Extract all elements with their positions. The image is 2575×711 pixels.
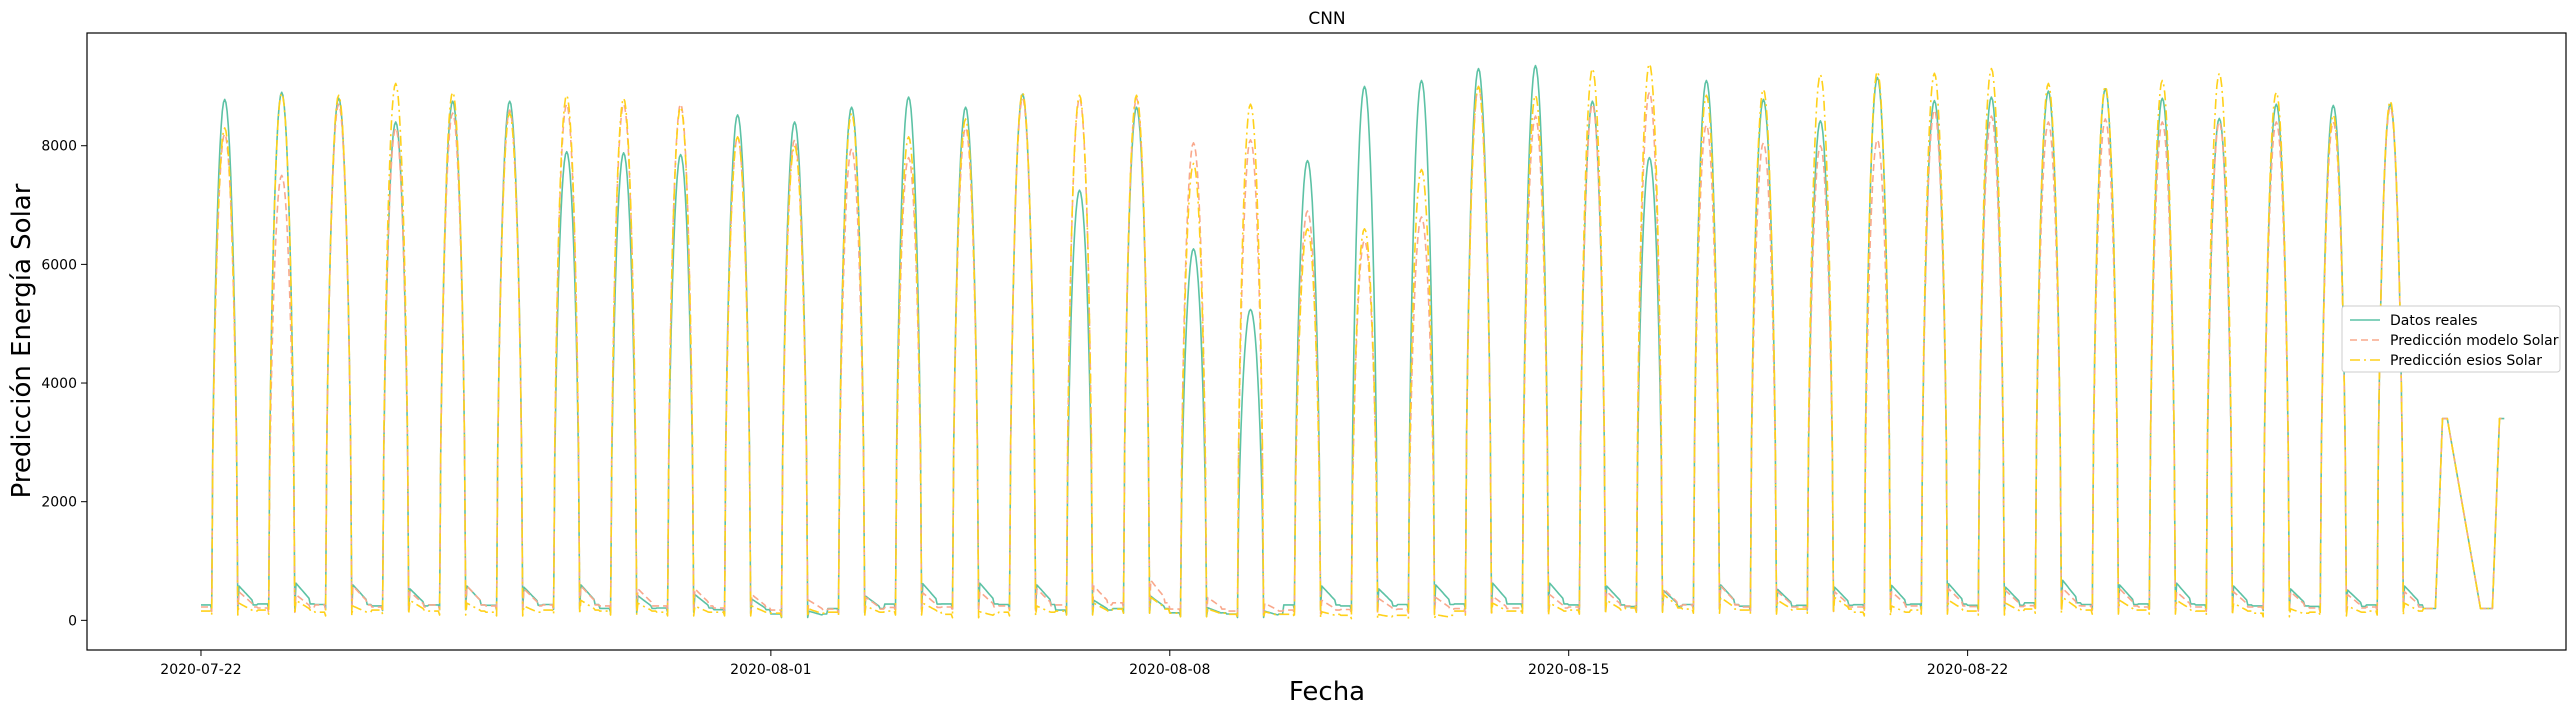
y-tick-label-5: 8000	[41, 139, 77, 155]
x-tick-label-5: 2020-08-22	[1927, 662, 2008, 678]
legend-label-3: Predicción esios Solar	[2390, 353, 2542, 369]
legend-label-1: Datos reales	[2390, 313, 2478, 329]
y-axis-label: Predicción Energía Solar	[7, 183, 37, 498]
y-tick-label-2: 2000	[41, 495, 77, 511]
x-tick-label-1: 2020-07-22	[160, 662, 241, 678]
y-tick-label-3: 4000	[41, 376, 77, 392]
plot-frame	[86, 32, 2567, 651]
legend-box	[2341, 305, 2561, 373]
legend-label-2: Predicción modelo Solar	[2390, 333, 2559, 349]
y-axis: 0 2000 4000 6000 8000	[41, 139, 87, 629]
x-axis-label: Fecha	[1289, 677, 1365, 707]
x-axis: 2020-07-22 2020-08-01 2020-08-08 2020-08-15…	[160, 650, 2008, 678]
x-tick-label-4: 2020-08-15	[1528, 662, 1609, 678]
y-tick-label-1: 0	[68, 613, 77, 629]
chart-title: CNN	[1308, 9, 1345, 29]
x-tick-label-3: 2020-08-08	[1129, 662, 1210, 678]
series-line-3	[201, 63, 2505, 620]
x-tick-label-2: 2020-08-01	[730, 662, 811, 678]
y-tick-label-4: 6000	[41, 257, 77, 273]
legend: Datos reales Predicción modelo Solar Predi…	[2341, 305, 2561, 373]
plot-area	[201, 63, 2505, 620]
